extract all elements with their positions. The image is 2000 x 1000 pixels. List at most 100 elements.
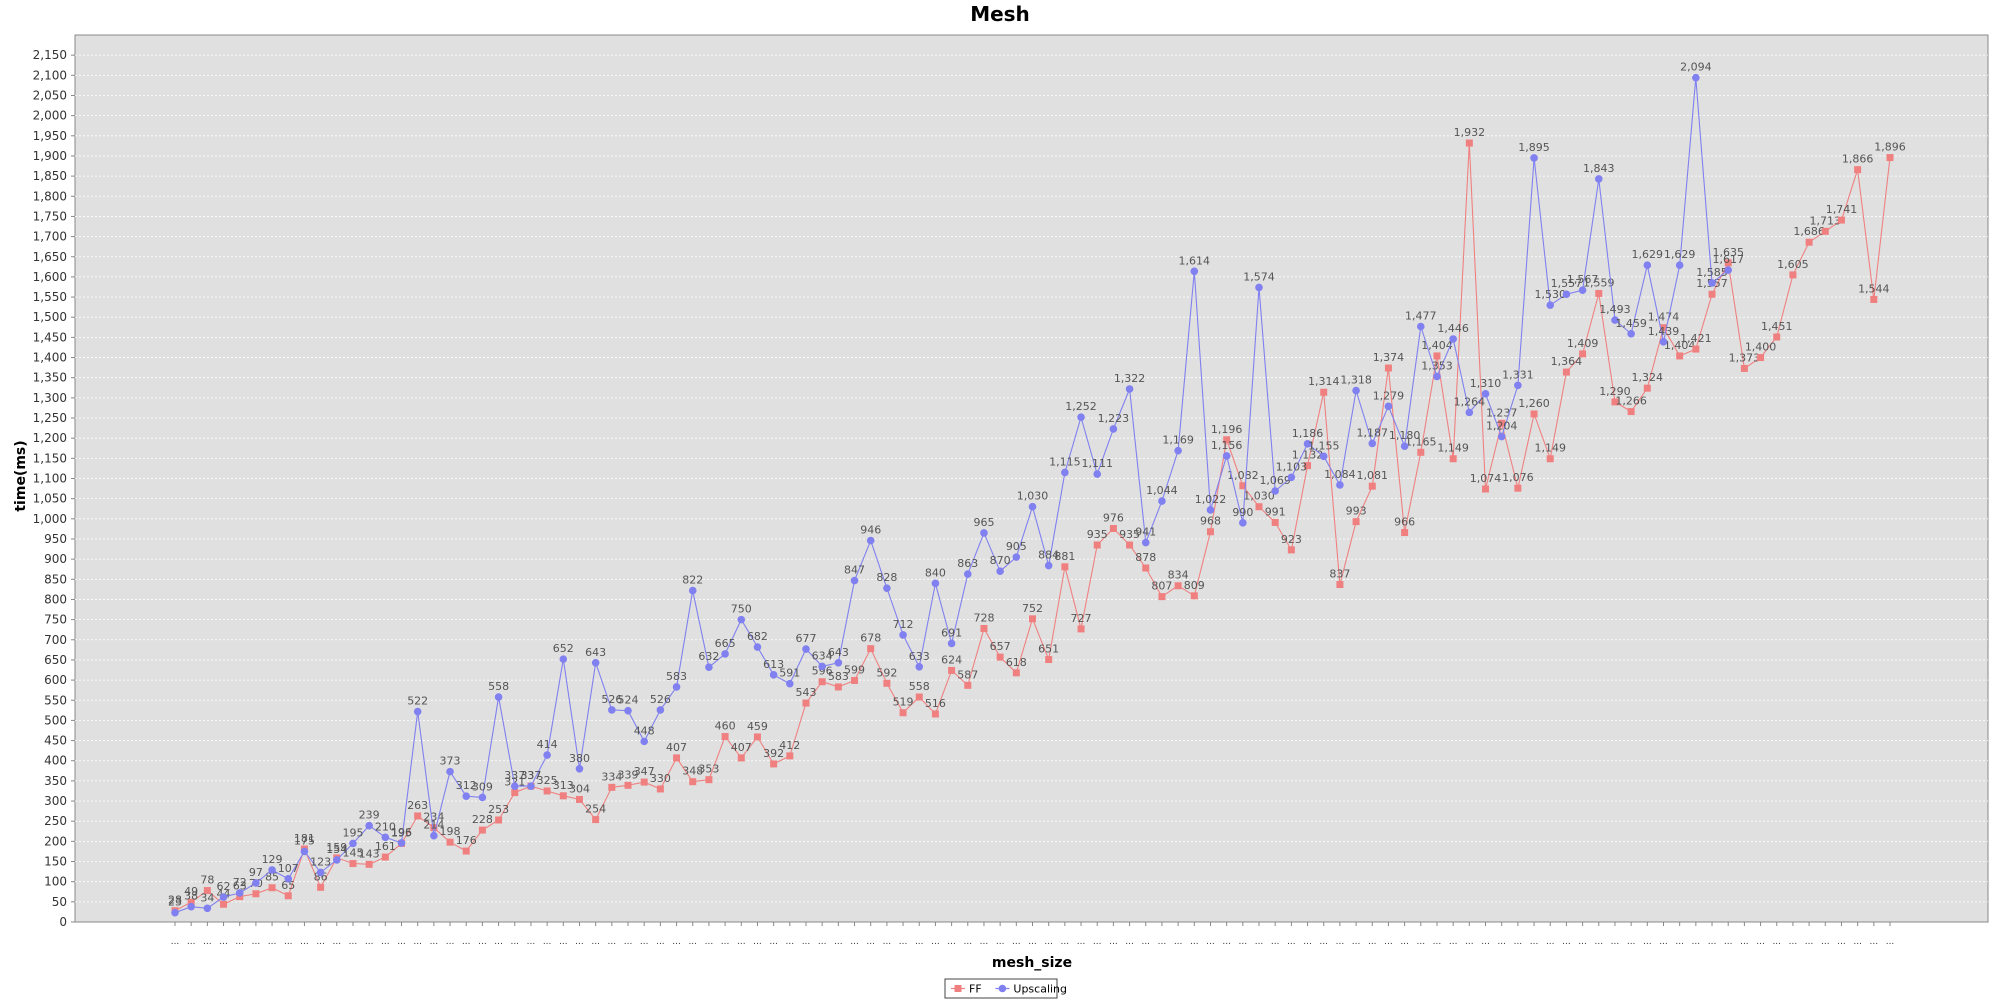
data-point <box>219 893 228 901</box>
data-label: 1,030 <box>1243 490 1275 503</box>
y-tick-label: 2,150 <box>33 48 67 62</box>
data-point <box>963 570 972 578</box>
data-label: 143 <box>359 847 380 860</box>
x-tick-label: ... <box>559 937 568 947</box>
x-tick-label: ... <box>1271 937 1280 947</box>
data-point <box>1190 267 1199 276</box>
y-tick-label: 650 <box>44 653 67 667</box>
x-tick-label: ... <box>1368 937 1377 947</box>
data-label: 348 <box>682 765 703 778</box>
data-label: 159 <box>326 841 347 854</box>
data-point <box>543 787 551 795</box>
data-label: 968 <box>1200 515 1221 528</box>
data-point <box>1465 139 1473 147</box>
data-point <box>1271 487 1279 495</box>
data-point <box>1562 290 1571 299</box>
data-label: 330 <box>650 772 671 785</box>
data-label: 195 <box>391 826 412 839</box>
data-point <box>802 699 810 707</box>
data-point <box>1303 440 1312 448</box>
x-tick-label: ... <box>1077 937 1086 947</box>
x-tick-label: ... <box>300 937 309 947</box>
data-point <box>203 887 211 895</box>
chart-title: Mesh <box>970 2 1030 26</box>
data-label: 321 <box>504 776 525 789</box>
y-axis-label: time(ms) <box>13 440 29 511</box>
data-label: 347 <box>634 765 655 778</box>
data-point <box>1061 563 1069 571</box>
data-label: 665 <box>715 637 736 650</box>
data-point <box>851 676 859 684</box>
data-label: 123 <box>310 855 331 868</box>
x-tick-label: ... <box>591 937 600 947</box>
data-label: 691 <box>941 626 962 639</box>
data-label: 809 <box>1184 579 1205 592</box>
x-tick-label: ... <box>1255 937 1264 947</box>
data-label: 543 <box>795 686 816 699</box>
data-label: 1,585 <box>1696 266 1728 279</box>
x-tick-label: ... <box>510 937 519 947</box>
x-tick-label: ... <box>1886 937 1895 947</box>
data-point <box>786 679 794 688</box>
data-point <box>1093 541 1101 549</box>
data-point <box>721 650 729 658</box>
data-label: 1,557 <box>1551 277 1583 290</box>
data-point <box>1190 592 1198 600</box>
data-point <box>1028 502 1037 511</box>
x-tick-label: ... <box>1692 937 1701 947</box>
data-label: 822 <box>682 574 703 587</box>
data-point <box>1627 408 1635 416</box>
data-point <box>1417 448 1425 456</box>
data-label: 312 <box>456 779 477 792</box>
data-point <box>478 826 486 834</box>
y-tick-label: 550 <box>44 693 67 707</box>
data-point <box>899 631 907 639</box>
x-tick-label: ... <box>1028 937 1037 947</box>
data-point <box>1498 419 1506 427</box>
data-label: 1,260 <box>1518 397 1550 410</box>
data-point <box>1304 462 1312 470</box>
x-tick-label: ... <box>1611 937 1620 947</box>
data-point <box>1142 564 1150 572</box>
data-point <box>1174 582 1182 590</box>
data-label: 966 <box>1394 516 1415 529</box>
data-point <box>786 752 794 760</box>
legend-marker <box>998 984 1007 993</box>
x-tick-label: ... <box>171 937 180 947</box>
y-tick-label: 1,550 <box>33 290 67 304</box>
series-ff: 2849784463708565181861591451431611952632… <box>168 126 1906 915</box>
y-tick-label: 350 <box>44 774 67 788</box>
data-point <box>656 785 664 793</box>
legend: FF Upscaling <box>944 978 1067 999</box>
data-point <box>510 782 519 790</box>
data-label: 1,866 <box>1842 153 1874 166</box>
data-label: 935 <box>1087 528 1108 541</box>
x-tick-label: ... <box>640 937 649 947</box>
data-point <box>1708 290 1716 298</box>
data-label: 678 <box>860 632 881 645</box>
data-label: 946 <box>860 524 881 537</box>
x-tick-label: ... <box>1044 937 1053 947</box>
data-point <box>834 683 842 691</box>
data-label: 2,094 <box>1680 61 1712 74</box>
x-tick-label: ... <box>365 937 374 947</box>
data-label: 1,843 <box>1583 162 1615 175</box>
x-tick-label: ... <box>349 937 358 947</box>
y-tick-label: 100 <box>44 875 67 889</box>
data-label: 870 <box>990 554 1011 567</box>
x-tick-label: ... <box>608 937 617 947</box>
x-tick-label: ... <box>1789 937 1798 947</box>
data-point <box>300 847 309 856</box>
data-point <box>802 645 810 653</box>
data-point <box>430 824 438 832</box>
data-point <box>1546 455 1554 463</box>
x-tick-label: ... <box>1870 937 1879 947</box>
data-label: 334 <box>601 770 622 783</box>
data-point <box>316 868 325 877</box>
data-point <box>608 783 616 791</box>
y-tick-label: 800 <box>44 592 67 606</box>
data-label: 1,404 <box>1421 339 1453 352</box>
data-label: 214 <box>423 819 444 832</box>
x-tick-label: ... <box>1287 937 1296 947</box>
data-point <box>1141 538 1150 547</box>
